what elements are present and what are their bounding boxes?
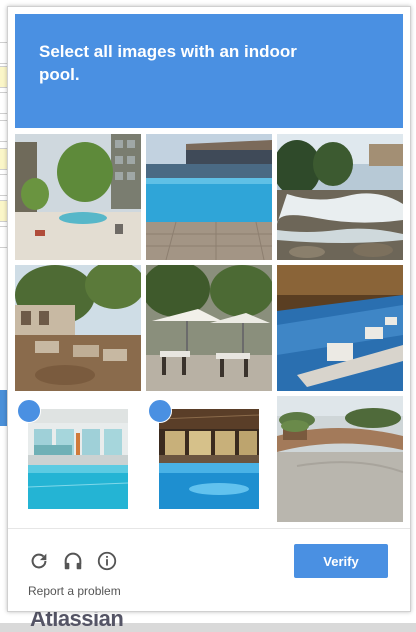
image-tile-6[interactable]: [277, 265, 403, 391]
image-tile-7[interactable]: [15, 396, 141, 522]
tile-image-patio-garden: [15, 265, 141, 391]
checkmark-icon: [148, 399, 172, 423]
challenge-prompt: Select all images with an indoor pool.: [39, 42, 297, 84]
verify-button[interactable]: Verify: [294, 544, 388, 578]
image-tile-9[interactable]: [277, 396, 403, 522]
image-tile-1[interactable]: [15, 134, 141, 260]
report-problem-link[interactable]: Report a problem: [28, 584, 121, 598]
audio-icon[interactable]: [62, 550, 84, 572]
tile-image-indoor-pool-windows: [28, 409, 128, 509]
image-tile-2[interactable]: [146, 134, 272, 260]
reload-icon[interactable]: [28, 550, 50, 572]
image-tile-3[interactable]: [277, 134, 403, 260]
tile-image-indoor-pool-hotel: [159, 409, 259, 509]
tile-image-apartment-courtyard: [15, 134, 141, 260]
tile-image-outdoor-pool-deck: [146, 134, 272, 260]
tile-image-river-rapids: [277, 134, 403, 260]
image-tile-4[interactable]: [15, 265, 141, 391]
image-tile-5[interactable]: [146, 265, 272, 391]
captcha-challenge: Select all images with an indoor pool.: [7, 6, 411, 612]
tile-image-infinity-pool: [277, 265, 403, 391]
tile-image-outdoor-dining: [146, 265, 272, 391]
checkmark-icon: [17, 399, 41, 423]
footer-divider: [8, 528, 410, 529]
image-tile-8[interactable]: [146, 396, 272, 522]
info-icon[interactable]: [96, 550, 118, 572]
image-grid: [15, 134, 403, 522]
tile-image-patio-bench: [277, 396, 403, 522]
challenge-header: Select all images with an indoor pool.: [15, 14, 403, 128]
background-button: [0, 390, 10, 426]
